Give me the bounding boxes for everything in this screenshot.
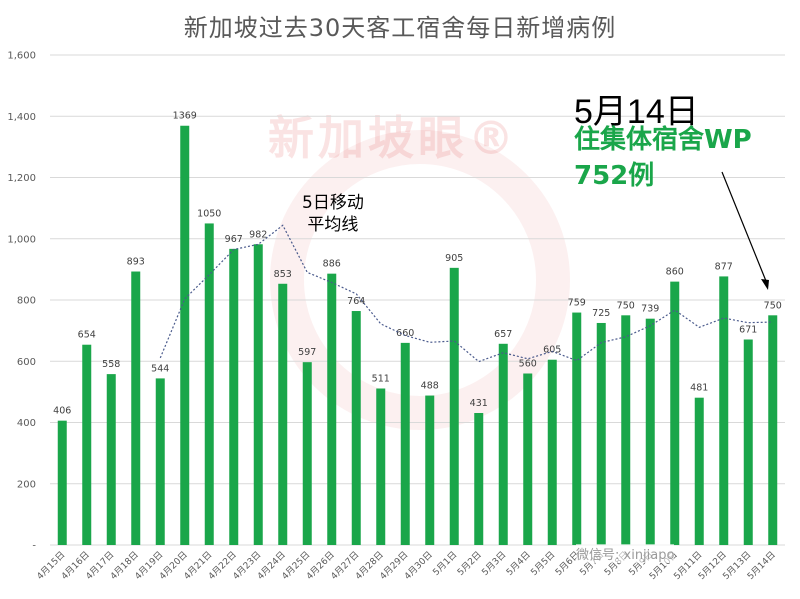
bar <box>498 343 508 545</box>
annotation-description: 住集体宿舍WP <box>574 125 752 155</box>
bars <box>57 125 778 546</box>
data-label: 597 <box>298 347 316 358</box>
data-label: 544 <box>151 363 169 374</box>
bar <box>351 311 361 545</box>
annotation-value: 752例 <box>574 161 655 191</box>
bar <box>572 312 582 545</box>
data-label: 750 <box>764 300 782 311</box>
x-tick-label: 5月1日 <box>431 549 460 578</box>
bar <box>694 397 704 545</box>
bar <box>596 322 606 545</box>
data-label: 877 <box>715 261 733 272</box>
moving-average-label: 5日移动 平均线 <box>302 192 364 236</box>
data-label: 560 <box>519 359 537 370</box>
moving-average-label-line1: 5日移动 <box>302 193 364 213</box>
data-label: 750 <box>617 300 635 311</box>
data-label: 853 <box>274 269 292 280</box>
data-label: 725 <box>592 308 610 319</box>
bar <box>719 276 729 545</box>
chart-title: 新加坡过去30天客工宿舍每日新增病例 <box>183 14 617 42</box>
bar <box>302 362 312 545</box>
x-tick-label: 5月3日 <box>480 549 509 578</box>
arrow-head <box>761 279 769 290</box>
data-label: 967 <box>225 234 243 245</box>
y-tick-label: 800 <box>17 296 36 307</box>
y-tick-label: 1,400 <box>7 112 36 123</box>
data-label: 905 <box>445 253 463 264</box>
bar <box>57 420 67 545</box>
bar <box>131 271 141 545</box>
bar <box>400 342 410 545</box>
moving-average-series <box>159 224 773 363</box>
bar <box>474 413 484 545</box>
data-label: 558 <box>102 359 120 370</box>
bar <box>278 283 288 545</box>
y-tick-label: 1,200 <box>7 173 36 184</box>
data-label: 982 <box>249 229 267 240</box>
data-label: 893 <box>127 257 145 268</box>
bar <box>547 359 557 545</box>
y-tick-label: 600 <box>17 357 36 368</box>
data-label: 739 <box>641 304 659 315</box>
bar <box>425 395 435 545</box>
bar <box>523 373 533 545</box>
y-tick-label: - <box>32 541 36 552</box>
data-label: 660 <box>396 328 414 339</box>
data-label: 671 <box>739 325 757 336</box>
x-tick-label: 5月5日 <box>529 549 558 578</box>
data-label: 431 <box>470 398 488 409</box>
wechat-watermark: 微信号: xinjiapo <box>576 544 675 563</box>
x-tick-label: 5月4日 <box>504 549 533 578</box>
bar <box>449 267 459 545</box>
bar <box>204 223 214 545</box>
data-label: 605 <box>543 345 561 356</box>
data-labels: 406 654 558 893 544 1369 1050 967 982 853 597 886 76… <box>53 111 782 417</box>
data-label: 488 <box>421 381 439 392</box>
y-tick-label: 1,000 <box>7 234 36 245</box>
y-axis-ticks: - 200 400 600 800 1,000 1,200 1,400 1,600 <box>7 51 36 552</box>
gridlines <box>50 54 785 546</box>
bar <box>645 318 655 545</box>
y-tick-label: 400 <box>17 418 36 429</box>
y-tick-label: 200 <box>17 479 36 490</box>
data-label: 1050 <box>197 208 221 219</box>
bar <box>327 273 337 545</box>
data-label: 759 <box>568 298 586 309</box>
bar <box>253 244 263 545</box>
data-label: 764 <box>347 296 365 307</box>
bar <box>376 388 386 545</box>
data-label: 511 <box>372 374 390 385</box>
moving-average-line <box>159 224 773 363</box>
y-tick-label: 1,600 <box>7 51 36 62</box>
bar <box>82 344 92 545</box>
arrow-line <box>721 171 769 287</box>
bar <box>180 125 190 546</box>
bar <box>670 281 680 545</box>
data-label: 654 <box>78 330 96 341</box>
bar <box>743 339 753 545</box>
data-label: 860 <box>666 267 684 278</box>
bar <box>621 315 631 545</box>
annotation-date: 5月14日 <box>574 93 699 131</box>
x-tick-label: 5月2日 <box>455 549 484 578</box>
data-label: 1369 <box>173 111 197 122</box>
bar <box>768 315 778 545</box>
annotation-arrow <box>721 171 769 290</box>
data-label: 886 <box>323 259 341 270</box>
bar <box>155 378 165 545</box>
data-label: 406 <box>53 406 71 417</box>
data-label: 657 <box>494 329 512 340</box>
data-label: 481 <box>690 383 708 394</box>
bar <box>106 374 116 545</box>
moving-average-label-line2: 平均线 <box>307 215 359 235</box>
bar <box>229 248 239 545</box>
